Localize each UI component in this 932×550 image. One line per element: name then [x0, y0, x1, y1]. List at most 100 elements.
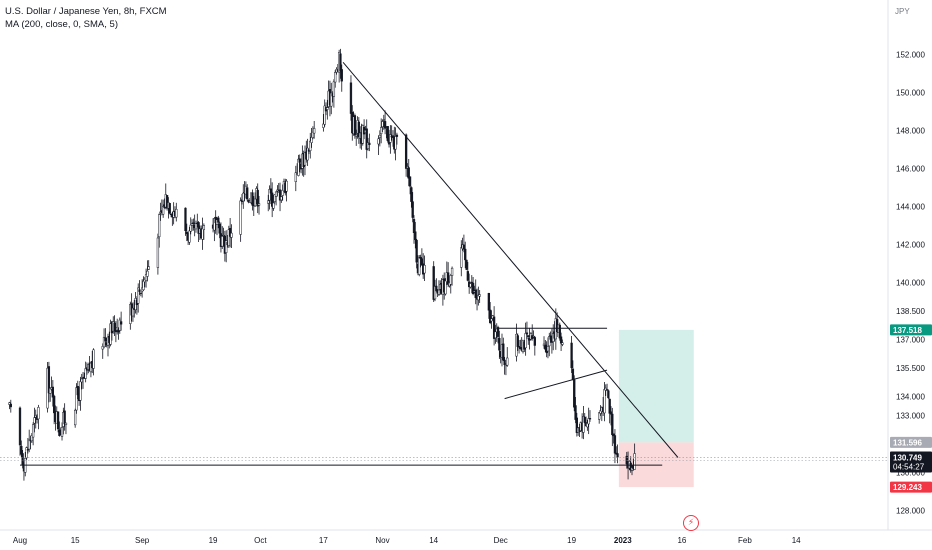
price-tick-label: 135.500	[896, 364, 925, 373]
candle	[310, 128, 313, 148]
candle-body	[37, 407, 40, 420]
candle	[432, 261, 435, 302]
candle	[222, 227, 225, 247]
lightning-icon[interactable]: ⚡	[683, 515, 699, 531]
candle-body	[192, 222, 195, 224]
candle-body	[605, 389, 609, 391]
candle	[544, 339, 547, 353]
candle-body	[137, 287, 140, 304]
candle-body	[79, 381, 82, 401]
price-guides	[0, 457, 888, 462]
candle-body	[323, 105, 326, 125]
bar-countdown-text: 04:54:27	[893, 462, 925, 471]
candle	[377, 135, 380, 156]
candle	[114, 321, 118, 343]
candle	[605, 383, 609, 391]
candle	[498, 330, 501, 359]
candle	[257, 196, 261, 215]
candle-body	[355, 134, 358, 137]
candle	[415, 238, 418, 269]
candle-body	[268, 189, 271, 201]
candle	[625, 451, 628, 469]
candle	[192, 218, 195, 231]
candle-body	[165, 195, 169, 209]
trendline-drawings[interactable]	[20, 61, 679, 466]
candle	[609, 406, 613, 426]
candle-body	[464, 248, 467, 261]
candle-body	[242, 192, 245, 202]
stop-price-badge-text: 129.243	[893, 483, 922, 492]
symbol-title[interactable]: U.S. Dollar / Japanese Yen, 8h, FXCM	[5, 6, 167, 17]
indicator-label[interactable]: MA (200, close, 0, SMA, 5)	[5, 19, 118, 30]
candle	[612, 433, 615, 444]
candle-body	[599, 410, 602, 414]
candle	[492, 306, 496, 346]
candle-body	[25, 447, 28, 459]
candle	[221, 226, 224, 250]
candle	[419, 254, 422, 268]
candle-body	[433, 286, 437, 300]
candle-body	[274, 191, 278, 197]
candle	[269, 178, 272, 205]
candle-body	[527, 335, 530, 337]
candle-body	[423, 265, 426, 274]
candle	[570, 335, 573, 373]
candle-body	[21, 453, 24, 466]
candle-body	[435, 285, 438, 292]
candle-body	[8, 402, 11, 405]
price-tick-label: 144.000	[896, 203, 925, 212]
candle-body	[109, 323, 112, 345]
candle-body	[84, 368, 87, 379]
candle-body	[517, 346, 521, 348]
candle	[74, 408, 77, 428]
candle-body	[144, 274, 148, 281]
candle	[9, 399, 12, 413]
candle	[586, 419, 589, 431]
candle	[599, 405, 602, 416]
candle	[462, 234, 466, 253]
candle	[75, 383, 78, 414]
candle-body	[494, 331, 497, 339]
candle-body	[269, 188, 272, 194]
candle-body	[297, 158, 300, 176]
candle-body	[76, 385, 79, 396]
candle	[144, 268, 148, 288]
candle	[490, 310, 493, 329]
candle	[202, 223, 206, 240]
candle-body	[368, 142, 371, 146]
candle-body	[625, 455, 628, 465]
candle	[92, 348, 95, 376]
candle	[502, 337, 505, 362]
candle-body	[146, 270, 149, 277]
candle	[588, 410, 592, 422]
candle	[478, 290, 481, 304]
candle	[383, 110, 387, 135]
candle	[267, 194, 270, 212]
candle-body	[616, 453, 619, 458]
time-axis[interactable]: Aug 15 Sep 19 Oct 17 Nov 14 Dec 19 2023 16 Feb 14	[13, 536, 801, 545]
candle-body	[544, 344, 547, 350]
candle-body	[389, 134, 392, 143]
candle-body	[394, 136, 397, 150]
price-tick-label: 134.000	[896, 393, 925, 402]
time-tick-label: 19	[567, 536, 576, 545]
candle	[227, 225, 230, 248]
candle-body	[432, 266, 435, 300]
candle	[583, 413, 586, 424]
candle	[63, 403, 66, 431]
candle-body	[503, 359, 506, 366]
candle	[162, 199, 165, 218]
candle-body	[460, 247, 463, 268]
candle-body	[395, 134, 399, 137]
candle	[435, 278, 438, 292]
candle	[251, 189, 254, 211]
candle	[460, 240, 463, 277]
candle	[156, 233, 160, 275]
candle-body	[20, 445, 23, 455]
candle	[84, 361, 87, 383]
time-tick-label: Aug	[13, 536, 27, 545]
candle	[137, 283, 140, 313]
candle-body	[386, 126, 389, 141]
candle	[30, 433, 33, 443]
